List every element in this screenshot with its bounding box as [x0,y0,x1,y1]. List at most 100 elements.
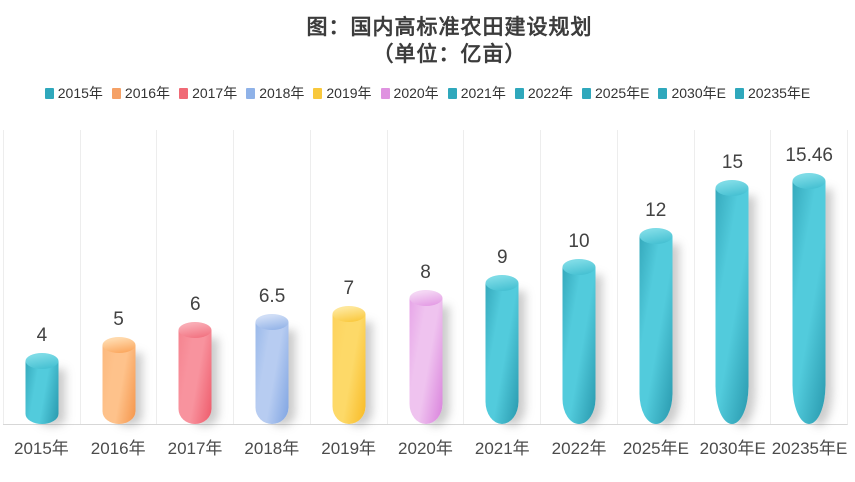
legend-item-2015年: 2015年 [44,83,103,103]
legend-swatch-2030年E [658,87,668,99]
legend-swatch-2017年 [179,87,189,99]
bar-group-2019年: 7 [309,130,387,424]
bar-cap-2019年 [332,306,366,322]
legend-swatch-2021年 [447,87,457,99]
legend-swatch-2025年E [582,87,591,99]
legend-swatch-2018年 [246,87,256,99]
bar-2025年E [639,228,673,424]
bar-body-2021年 [485,283,519,424]
x-label-2015年: 2015年 [13,439,69,458]
legend-item-2018年: 2018年 [246,83,304,103]
legend-label-2019年: 2019年 [326,85,372,101]
bar-value-2017年: 6 [190,294,201,315]
bar-body-2015年 [25,361,59,424]
bar-value-2022年: 10 [568,231,590,252]
bar-group-2021年: 9 [463,130,540,424]
bar-value-20235年E: 15.46 [785,145,833,166]
chart-title: 图：国内高标准农田建设规划 （单位：亿亩） [22,14,855,68]
bar-body-2017年 [178,330,212,424]
bar-body-2019年 [332,314,366,424]
x-label-2022年: 2022年 [551,439,607,458]
bar-cap-20235年E [792,173,826,189]
legend-label-20235年E: 20235年E [747,85,811,101]
legend-swatch-2015年 [44,87,54,99]
legend-swatch-2022年 [514,87,524,99]
legend-label-2030年E: 2030年E [671,85,726,101]
x-label-2030年E: 2030年E [699,439,766,458]
chart-title-line-1: 图：国内高标准农田建设规划 [306,16,593,39]
bar-body-20235年E [792,181,826,424]
x-label-2025年E: 2025年E [622,439,689,458]
bar-body-2018年 [255,322,289,424]
bar-cap-2015年 [25,353,59,369]
bar-group-2017年: 6 [156,130,233,424]
legend: 2015年 2016年 2017年 2018年 2019年 2020年 2021年 2022年… [0,84,855,102]
bar-2017年 [178,322,212,424]
legend-label-2025年E: 2025年E [595,85,650,101]
legend-item-2030年E: 2030年E [658,83,726,103]
bar-group-2020年: 8 [386,130,464,424]
legend-label-2015年: 2015年 [57,85,103,101]
bar-group-2022年: 10 [540,130,617,424]
bar-2020年 [409,290,443,424]
bar-cap-2022年 [562,259,596,275]
legend-label-2021年: 2021年 [460,85,506,101]
bar-value-2020年: 8 [420,262,431,283]
legend-swatch-2019年 [313,87,323,99]
bar-body-2030年E [715,188,749,424]
x-label-2021年: 2021年 [474,439,530,458]
bar-body-2022年 [562,267,596,424]
legend-label-2018年: 2018年 [259,85,305,101]
bar-value-2030年E: 15 [721,152,744,173]
legend-item-2021年: 2021年 [447,83,506,103]
legend-label-2016年: 2016年 [124,85,171,101]
bar-group-2025年E: 12 [616,130,694,424]
bar-group-2018年: 6.5 [233,130,310,424]
bar-20235年E [792,173,826,424]
bar-2015年 [25,353,59,424]
x-label-2017年: 2017年 [167,439,223,458]
legend-label-2020年: 2020年 [393,85,439,101]
plot-area: 4 5 6 6.5 7 8 9 10 12 15 15.46 [3,130,848,425]
legend-label-2017年: 2017年 [192,85,238,101]
bar-2021年 [485,275,519,424]
bar-cap-2025年E [639,228,673,244]
chart-title-line-2: （单位：亿亩） [372,43,527,66]
legend-item-2020年: 2020年 [380,83,439,103]
x-axis-labels: 2015年 2016年 2017年 2018年 2019年 2020年 2021年 2022年… [3,425,848,459]
legend-item-2025年E: 2025年E [582,83,649,103]
legend-item-2016年: 2016年 [111,83,171,103]
bar-cap-2018年 [255,314,289,330]
bar-2016年 [102,337,136,424]
bar-2019年 [332,306,366,424]
bar-value-2025年E: 12 [645,200,667,221]
legend-swatch-2020年 [380,87,390,99]
x-label-2016年: 2016年 [90,439,146,458]
x-label-2018年: 2018年 [244,439,300,458]
bar-cap-2016年 [102,337,136,353]
legend-item-2019年: 2019年 [313,83,372,103]
x-label-2019年: 2019年 [321,439,377,458]
bar-value-2015年: 4 [36,325,48,346]
bar-group-20235年E: 15.46 [770,130,847,424]
legend-item-20235年E: 20235年E [734,83,811,103]
legend-label-2022年: 2022年 [527,85,573,101]
bar-value-2018年: 6.5 [258,286,286,307]
bar-2018年 [255,314,289,424]
legend-item-2017年: 2017年 [179,83,237,103]
bar-body-2020年 [409,298,443,424]
bar-2022年 [562,259,596,424]
bar-cap-2020年 [409,290,443,306]
bar-group-2030年E: 15 [693,130,771,424]
bar-cap-2021年 [485,275,519,291]
bar-2030年E [715,180,749,424]
bar-cap-2030年E [715,180,749,196]
bar-body-2016年 [102,345,136,424]
legend-swatch-20235年E [734,87,744,99]
bar-group-2016年: 5 [79,130,157,424]
legend-item-2022年: 2022年 [514,83,573,103]
bar-cap-2017年 [178,322,212,338]
x-label-20235年E: 20235年E [771,439,848,458]
bar-value-2021年: 9 [496,247,508,268]
